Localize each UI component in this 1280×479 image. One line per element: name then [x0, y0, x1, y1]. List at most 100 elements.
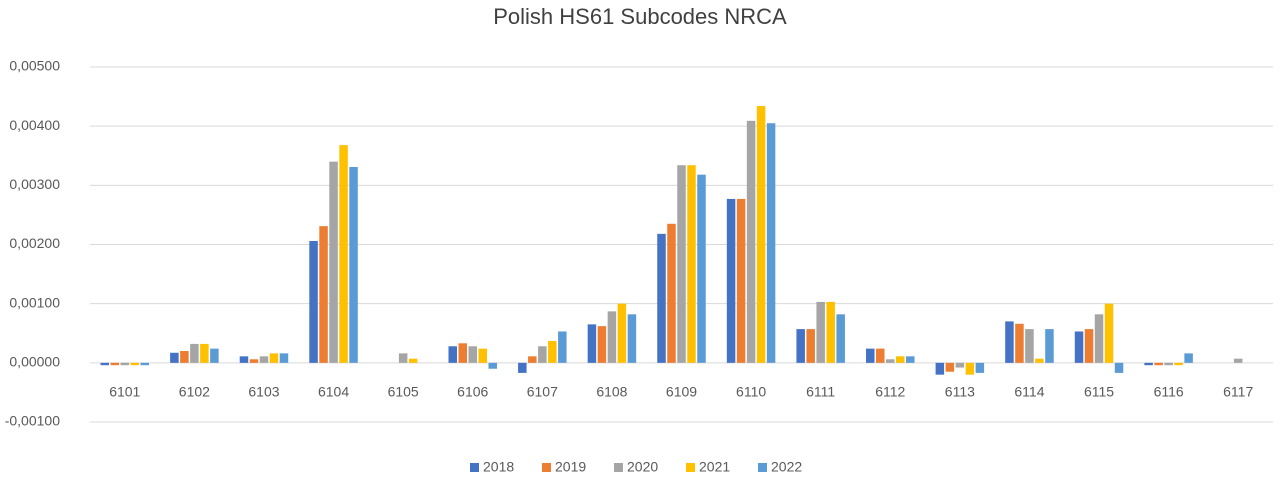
x-tick-label: 6106: [457, 384, 488, 400]
bar: [836, 314, 845, 363]
bar: [408, 358, 418, 363]
bar: [259, 356, 269, 363]
bar: [309, 240, 318, 363]
bar: [1104, 303, 1114, 363]
x-tick-label: 6110: [736, 384, 766, 400]
y-tick-label: 0,00200: [9, 235, 60, 251]
bar: [1154, 362, 1163, 366]
bar: [558, 331, 567, 363]
bar: [1035, 358, 1044, 363]
bar: [210, 348, 219, 363]
y-tick-label: 0,00100: [9, 294, 60, 310]
x-tick-label: 6116: [1154, 384, 1184, 400]
bar: [349, 166, 358, 363]
bar: [528, 356, 537, 363]
bar: [806, 329, 815, 363]
legend-label: 2022: [771, 459, 802, 475]
legend-swatch: [470, 463, 479, 472]
bar: [617, 303, 627, 363]
x-tick-label: 6109: [666, 384, 697, 400]
x-tick-label: 6115: [1084, 384, 1114, 400]
bar: [866, 348, 875, 363]
bar: [677, 165, 686, 363]
bar: [100, 362, 110, 366]
bar: [448, 346, 457, 363]
bar: [458, 343, 467, 363]
bar: [1005, 321, 1014, 363]
bar: [876, 348, 885, 363]
bar: [478, 348, 487, 363]
x-tick-label: 6103: [248, 384, 279, 400]
bar: [667, 223, 676, 363]
x-tick-label: 6117: [1223, 384, 1253, 400]
bar: [697, 174, 706, 363]
x-tick-label: 6108: [596, 384, 627, 400]
x-tick-label: 6104: [318, 384, 349, 400]
bar: [597, 326, 607, 363]
bar: [607, 311, 617, 363]
legend-swatch: [686, 463, 695, 472]
bar: [339, 145, 348, 363]
bar: [896, 356, 905, 363]
bar: [1114, 362, 1124, 373]
bar: [1174, 362, 1183, 366]
bar: [1074, 331, 1084, 363]
bar: [1084, 329, 1094, 363]
bar: [766, 123, 776, 363]
bar: [319, 226, 328, 363]
bar: [110, 362, 120, 366]
bar: [1164, 362, 1173, 366]
bar: [190, 343, 199, 363]
bar: [200, 343, 209, 363]
chart-title: Polish HS61 Subcodes NRCA: [493, 4, 787, 29]
legend-label: 2020: [627, 459, 658, 475]
bar: [1025, 329, 1034, 363]
x-tick-label: 6107: [527, 384, 558, 400]
bar: [945, 362, 955, 372]
bar: [935, 362, 945, 375]
x-tick-label: 6112: [875, 384, 905, 400]
legend-label: 2019: [555, 459, 586, 475]
bar: [548, 340, 557, 363]
bar: [657, 233, 666, 363]
y-tick-label: 0,00300: [9, 176, 60, 192]
bar: [886, 359, 895, 363]
x-tick-label: 6114: [1014, 384, 1044, 400]
x-tick-label: 6105: [388, 384, 419, 400]
legend-label: 2018: [483, 459, 514, 475]
x-tick-label: 6101: [109, 384, 140, 400]
bar: [687, 165, 696, 363]
bar: [1184, 353, 1193, 363]
bar: [538, 346, 547, 363]
bar: [279, 353, 289, 363]
bar: [468, 346, 477, 363]
bar: [587, 324, 597, 363]
bar: [269, 353, 279, 363]
bar: [120, 362, 130, 366]
bar: [518, 362, 527, 373]
bar: [955, 362, 965, 368]
bar: [170, 352, 179, 363]
legend-label: 2021: [699, 459, 730, 475]
bar: [1045, 329, 1054, 363]
bar: [816, 301, 825, 363]
bar: [329, 161, 338, 363]
y-tick-label: 0,00000: [9, 354, 60, 370]
bar: [975, 362, 985, 373]
bar: [1233, 358, 1243, 363]
bar: [180, 351, 189, 363]
bar: [965, 362, 975, 375]
bar: [906, 356, 915, 363]
x-tick-label: 6111: [806, 384, 835, 400]
y-tick-label: -0,00100: [5, 413, 60, 429]
bar: [746, 120, 756, 363]
bar: [249, 359, 259, 363]
bar: [756, 106, 766, 363]
legend-swatch: [542, 463, 551, 472]
bar: [627, 314, 637, 363]
x-tick-label: 6113: [945, 384, 975, 400]
x-tick-label: 6102: [179, 384, 210, 400]
y-tick-label: 0,00400: [9, 117, 60, 133]
bar: [796, 329, 805, 363]
